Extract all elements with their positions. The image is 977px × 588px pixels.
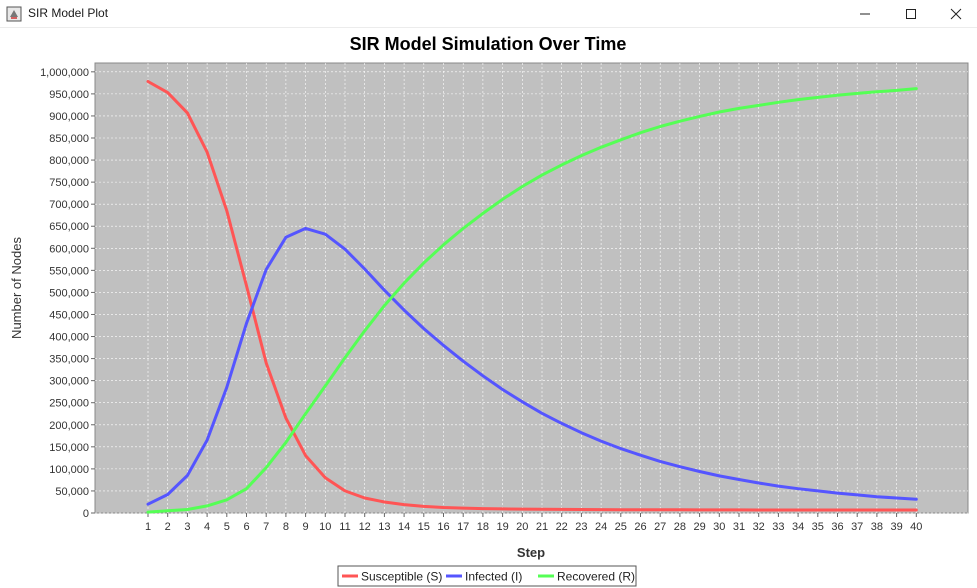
maximize-button[interactable] bbox=[888, 0, 934, 28]
legend-label: Susceptible (S) bbox=[361, 570, 442, 584]
x-tick-label: 31 bbox=[733, 521, 745, 533]
x-tick-label: 30 bbox=[713, 521, 725, 533]
y-tick-label: 0 bbox=[83, 508, 89, 520]
y-tick-label: 800,000 bbox=[49, 155, 89, 167]
plot-area bbox=[94, 62, 969, 514]
x-tick-label: 4 bbox=[204, 521, 210, 533]
x-tick-label: 23 bbox=[575, 521, 587, 533]
x-tick-label: 32 bbox=[753, 521, 765, 533]
chart-legend: Susceptible (S) Infected (I) Recovered (R) bbox=[337, 565, 637, 587]
series-line-recovered bbox=[146, 87, 918, 514]
x-tick-label: 39 bbox=[890, 521, 902, 533]
window-titlebar: SIR Model Plot bbox=[0, 0, 977, 28]
x-tick-label: 3 bbox=[184, 521, 190, 533]
x-tick-label: 9 bbox=[303, 521, 309, 533]
x-tick-label: 26 bbox=[634, 521, 646, 533]
close-button[interactable] bbox=[933, 0, 977, 28]
minimize-icon bbox=[860, 13, 870, 15]
x-tick-label: 5 bbox=[224, 521, 230, 533]
y-tick-label: 350,000 bbox=[49, 354, 89, 366]
x-tick-label: 11 bbox=[339, 521, 350, 533]
x-tick-label: 35 bbox=[812, 521, 824, 533]
y-tick-label: 150,000 bbox=[49, 442, 89, 454]
x-tick-label: 38 bbox=[871, 521, 883, 533]
x-tick-label: 20 bbox=[516, 521, 528, 533]
window-title: SIR Model Plot bbox=[28, 6, 109, 20]
y-tick-label: 500,000 bbox=[49, 287, 89, 299]
legend-label: Infected (I) bbox=[465, 570, 522, 584]
y-tick-label: 200,000 bbox=[49, 420, 89, 432]
y-tick-label: 550,000 bbox=[49, 265, 89, 277]
x-tick-label: 19 bbox=[496, 521, 508, 533]
x-tick-label: 15 bbox=[418, 521, 430, 533]
y-tick-label: 950,000 bbox=[49, 89, 89, 101]
x-tick-label: 14 bbox=[398, 521, 410, 533]
x-tick-label: 2 bbox=[165, 521, 171, 533]
x-tick-label: 13 bbox=[378, 521, 390, 533]
y-tick-label: 1,000,000 bbox=[40, 67, 89, 79]
y-tick-label: 450,000 bbox=[49, 309, 89, 321]
x-tick-label: 7 bbox=[263, 521, 269, 533]
x-tick-label: 36 bbox=[831, 521, 843, 533]
x-tick-label: 21 bbox=[536, 521, 548, 533]
x-tick-label: 27 bbox=[654, 521, 666, 533]
y-axis-label: Number of Nodes bbox=[9, 237, 24, 339]
x-tick-label: 18 bbox=[477, 521, 489, 533]
minimize-button[interactable] bbox=[842, 0, 888, 28]
x-tick-label: 29 bbox=[693, 521, 705, 533]
maximize-icon bbox=[906, 9, 916, 19]
close-icon bbox=[950, 8, 962, 20]
x-tick-label: 17 bbox=[457, 521, 469, 533]
y-tick-label: 300,000 bbox=[49, 376, 89, 388]
x-tick-label: 24 bbox=[595, 521, 607, 533]
x-tick-label: 10 bbox=[319, 521, 331, 533]
y-tick-label: 700,000 bbox=[49, 199, 89, 211]
legend-box bbox=[337, 565, 637, 587]
series-line-susceptible bbox=[146, 80, 918, 512]
y-tick-label: 750,000 bbox=[49, 177, 89, 189]
x-tick-label: 40 bbox=[910, 521, 922, 533]
x-tick-label: 1 bbox=[145, 521, 151, 533]
x-tick-label: 6 bbox=[243, 521, 249, 533]
x-tick-label: 22 bbox=[556, 521, 568, 533]
x-tick-label: 12 bbox=[359, 521, 371, 533]
x-tick-label: 8 bbox=[283, 521, 289, 533]
y-tick-label: 850,000 bbox=[49, 133, 89, 145]
series-line-infected bbox=[146, 226, 918, 506]
java-app-icon bbox=[6, 6, 22, 22]
y-tick-label: 600,000 bbox=[49, 243, 89, 255]
chart-title: SIR Model Simulation Over Time bbox=[350, 34, 627, 54]
x-tick-label: 34 bbox=[792, 521, 804, 533]
y-tick-label: 100,000 bbox=[49, 464, 89, 476]
y-tick-label: 250,000 bbox=[49, 398, 89, 410]
x-axis-label: Step bbox=[517, 545, 545, 560]
legend-label: Recovered (R) bbox=[557, 570, 635, 584]
x-tick-label: 37 bbox=[851, 521, 863, 533]
x-tick-label: 16 bbox=[437, 521, 449, 533]
x-tick-label: 28 bbox=[674, 521, 686, 533]
x-tick-label: 33 bbox=[772, 521, 784, 533]
y-tick-label: 400,000 bbox=[49, 332, 89, 344]
sir-line-chart: SIR Model Simulation Over Time 0 50,000 10… bbox=[9, 34, 969, 587]
y-tick-label: 650,000 bbox=[49, 221, 89, 233]
y-tick-label: 900,000 bbox=[49, 111, 89, 123]
y-tick-label: 50,000 bbox=[55, 486, 89, 498]
x-tick-label: 25 bbox=[615, 521, 627, 533]
